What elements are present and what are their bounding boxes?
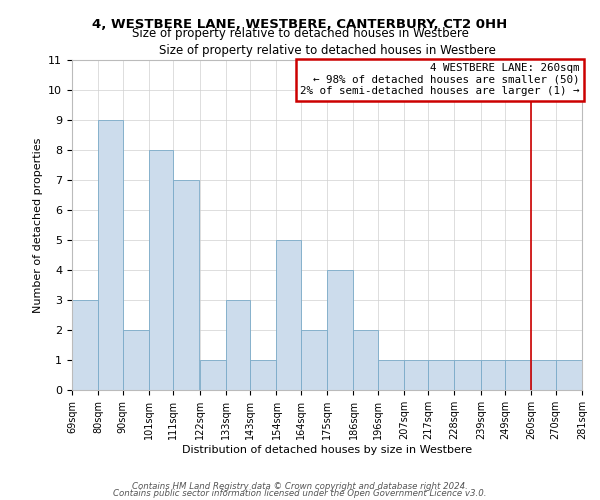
Bar xyxy=(404,360,428,390)
Bar xyxy=(173,180,199,390)
Text: Size of property relative to detached houses in Westbere: Size of property relative to detached ho… xyxy=(131,28,469,40)
Bar xyxy=(122,330,149,390)
Bar xyxy=(199,360,226,390)
Text: 4 WESTBERE LANE: 260sqm
← 98% of detached houses are smaller (50)
2% of semi-det: 4 WESTBERE LANE: 260sqm ← 98% of detache… xyxy=(300,64,580,96)
Bar xyxy=(532,360,556,390)
Text: Contains public sector information licensed under the Open Government Licence v3: Contains public sector information licen… xyxy=(113,489,487,498)
Bar xyxy=(455,360,481,390)
Bar xyxy=(72,300,98,390)
Y-axis label: Number of detached properties: Number of detached properties xyxy=(33,138,43,312)
Text: 4, WESTBERE LANE, WESTBERE, CANTERBURY, CT2 0HH: 4, WESTBERE LANE, WESTBERE, CANTERBURY, … xyxy=(92,18,508,30)
Bar xyxy=(505,360,532,390)
Bar xyxy=(149,150,173,390)
Bar xyxy=(481,360,505,390)
Bar xyxy=(250,360,277,390)
Bar xyxy=(353,330,377,390)
Bar xyxy=(226,300,250,390)
Bar xyxy=(301,330,327,390)
Bar xyxy=(377,360,404,390)
Bar xyxy=(327,270,353,390)
Bar xyxy=(98,120,122,390)
Bar xyxy=(277,240,301,390)
Text: Contains HM Land Registry data © Crown copyright and database right 2024.: Contains HM Land Registry data © Crown c… xyxy=(132,482,468,491)
Bar xyxy=(556,360,582,390)
X-axis label: Distribution of detached houses by size in Westbere: Distribution of detached houses by size … xyxy=(182,444,472,454)
Title: Size of property relative to detached houses in Westbere: Size of property relative to detached ho… xyxy=(158,44,496,58)
Bar xyxy=(428,360,455,390)
